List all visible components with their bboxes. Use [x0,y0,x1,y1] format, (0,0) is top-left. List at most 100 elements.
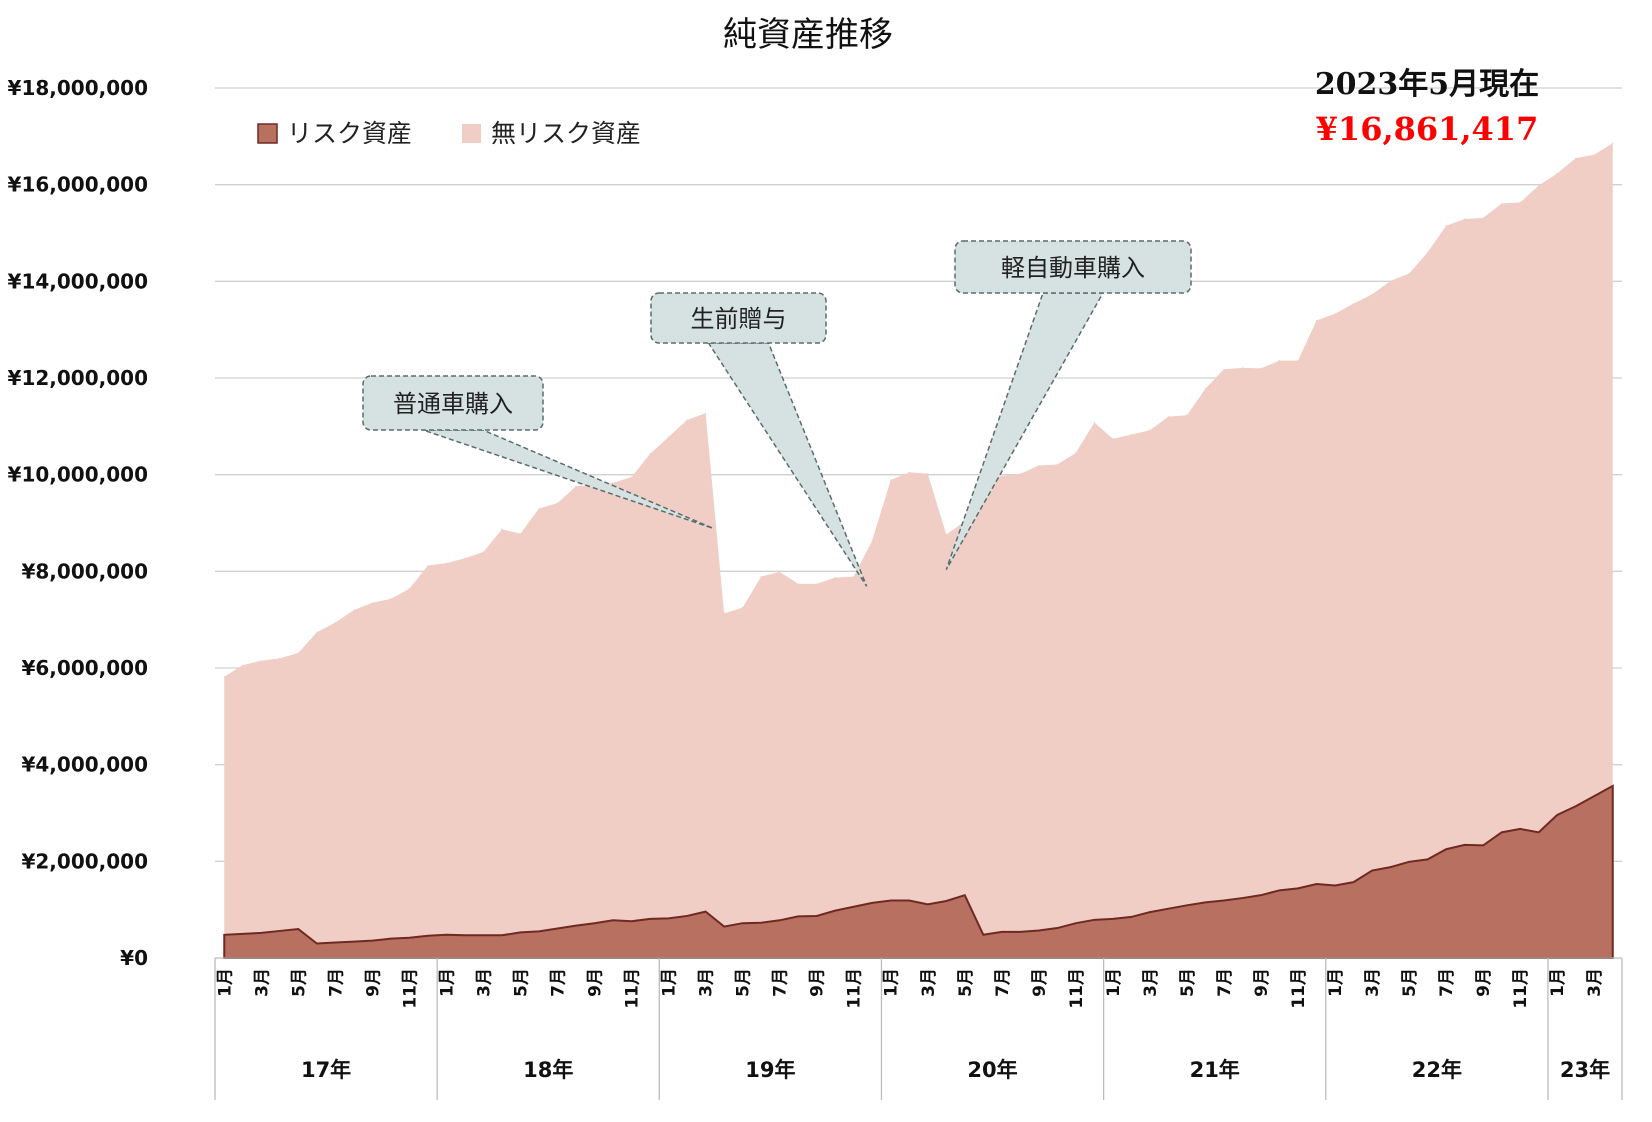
y-tick-label: ¥12,000,000 [8,366,148,390]
year-tick-label: 17年 [301,1058,351,1082]
legend-swatch-riskfree [462,124,481,143]
year-tick-label: 23年 [1560,1058,1610,1082]
risk-point [408,937,410,939]
month-tick-label: 1月 [1104,968,1124,997]
total-point [408,588,410,590]
total-point [297,652,299,654]
month-tick-label: 11月 [623,968,643,1009]
y-tick-label: ¥6,000,000 [21,656,148,680]
risk-point [1593,795,1595,797]
total-point [279,657,281,659]
risk-point [1556,814,1558,816]
legend-label-risk: リスク資産 [287,119,412,148]
chart-title: 純資産推移 [723,15,893,55]
risk-point [1038,929,1040,932]
callout-label: 普通車購入 [393,390,513,418]
year-tick-label: 18年 [523,1058,573,1082]
total-point [797,583,799,585]
area-riskfree-assets [224,143,1613,959]
risk-point [1186,904,1188,906]
legend-label-riskfree: 無リスク資産 [491,119,641,148]
total-point [945,534,947,536]
month-tick-label: 3月 [1363,968,1383,997]
total-point [890,479,892,481]
risk-point [1612,785,1614,787]
total-point [1464,218,1466,220]
total-point [1278,360,1281,362]
total-point [760,576,762,578]
month-tick-label: 9月 [808,968,828,997]
risk-point [704,911,707,913]
risk-point [1464,844,1466,846]
total-point [742,606,744,609]
month-tick-label: 5月 [289,968,309,997]
total-point [686,419,688,421]
risk-point [1167,908,1170,910]
total-point [371,602,373,604]
risk-point [445,934,448,936]
total-point [667,436,670,438]
total-point [1538,185,1540,187]
risk-point [760,922,762,924]
risk-point [1056,927,1058,929]
total-point [316,631,318,633]
total-point [1427,251,1429,253]
total-point [1556,172,1558,175]
total-point [1075,452,1077,454]
risk-point [593,922,596,924]
month-tick-label: 3月 [474,968,494,997]
month-tick-label: 9月 [586,968,606,997]
risk-point [908,899,910,902]
risk-point [890,899,892,902]
month-tick-label: 1月 [882,968,902,997]
callout-pointer [945,292,1105,570]
total-point [779,571,781,573]
risk-point [297,928,299,930]
month-tick-label: 11月 [845,968,865,1009]
total-point [538,507,540,510]
month-tick-label: 7月 [1215,968,1235,997]
month-tick-label: 5月 [1400,968,1420,997]
total-point [223,676,225,678]
y-tick-label: ¥18,000,000 [8,76,148,100]
total-point [575,485,577,487]
risk-point [1575,805,1577,807]
total-point [649,453,651,455]
month-tick-label: 3月 [697,968,717,997]
total-point [1186,414,1188,416]
risk-point [519,931,522,933]
month-tick-label: 1月 [437,968,457,997]
risk-point [1501,831,1503,833]
risk-point [1019,931,1021,933]
total-point [501,528,503,530]
risk-point [1482,844,1484,846]
total-point [1149,429,1151,431]
month-tick-label: 1月 [1548,968,1568,997]
current-total-note: ¥16,861,417 [1316,110,1539,148]
area-series [223,142,1614,959]
total-point [519,533,522,535]
risk-point [853,906,855,908]
month-tick-label: 3月 [1141,968,1161,997]
total-point [260,660,262,662]
month-tick-label: 5月 [1178,968,1198,997]
total-point [1482,217,1484,219]
risk-point [1204,901,1207,904]
month-tick-label: 9月 [1252,968,1272,997]
risk-point [501,934,503,936]
month-tick-label: 9月 [1474,968,1494,997]
risk-point [279,930,281,932]
year-tick-label: 20年 [967,1058,1017,1082]
total-point [1371,293,1373,295]
total-point [1001,475,1003,477]
total-point [908,471,910,473]
risk-point [667,917,670,919]
risk-point [556,927,559,930]
risk-point [1241,897,1244,899]
risk-point [816,915,818,917]
total-point [1112,438,1114,440]
risk-point [316,942,318,945]
total-point [1501,202,1503,205]
